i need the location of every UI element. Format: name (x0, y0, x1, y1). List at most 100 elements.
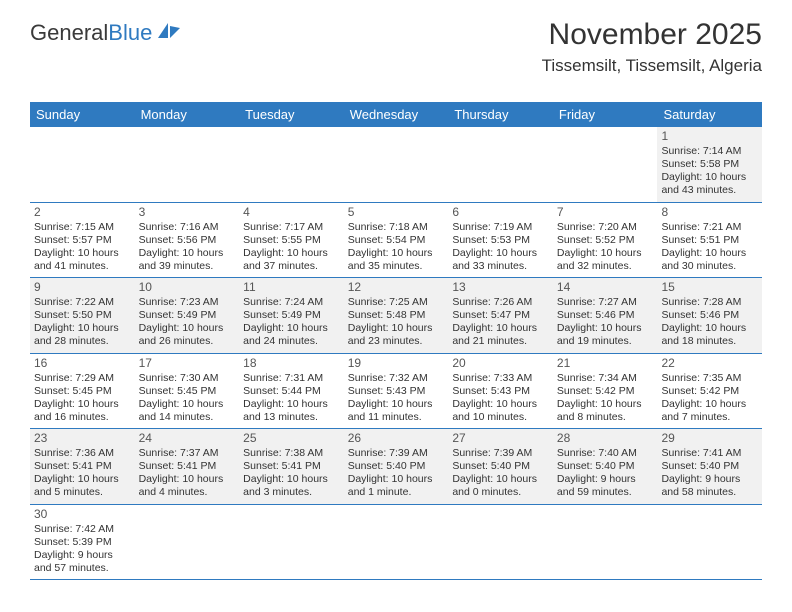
logo-text-general: General (30, 20, 108, 46)
week-row: 30Sunrise: 7:42 AMSunset: 5:39 PMDayligh… (30, 505, 762, 581)
sunrise-text: Sunrise: 7:27 AM (557, 296, 654, 309)
sunrise-text: Sunrise: 7:38 AM (243, 447, 340, 460)
day-number: 21 (557, 356, 654, 371)
sunset-text: Sunset: 5:41 PM (139, 460, 236, 473)
week-row: 16Sunrise: 7:29 AMSunset: 5:45 PMDayligh… (30, 354, 762, 430)
sunrise-text: Sunrise: 7:25 AM (348, 296, 445, 309)
daylight-text: Daylight: 10 hours and 16 minutes. (34, 398, 131, 424)
sunset-text: Sunset: 5:49 PM (243, 309, 340, 322)
day-number: 10 (139, 280, 236, 295)
logo: GeneralBlue (30, 20, 182, 46)
sunset-text: Sunset: 5:42 PM (661, 385, 758, 398)
day-number: 20 (452, 356, 549, 371)
sunrise-text: Sunrise: 7:23 AM (139, 296, 236, 309)
day-number: 14 (557, 280, 654, 295)
daylight-text: Daylight: 10 hours and 18 minutes. (661, 322, 758, 348)
sunset-text: Sunset: 5:48 PM (348, 309, 445, 322)
month-title: November 2025 (542, 18, 762, 52)
daylight-text: Daylight: 10 hours and 0 minutes. (452, 473, 549, 499)
day-number: 11 (243, 280, 340, 295)
week-row: 2Sunrise: 7:15 AMSunset: 5:57 PMDaylight… (30, 203, 762, 279)
day-number: 16 (34, 356, 131, 371)
day-number: 9 (34, 280, 131, 295)
day-cell (135, 127, 240, 202)
weekday-tuesday: Tuesday (239, 102, 344, 127)
weekday-monday: Monday (135, 102, 240, 127)
day-cell: 11Sunrise: 7:24 AMSunset: 5:49 PMDayligh… (239, 278, 344, 353)
sunset-text: Sunset: 5:57 PM (34, 234, 131, 247)
day-cell (239, 505, 344, 580)
day-number: 18 (243, 356, 340, 371)
day-cell: 15Sunrise: 7:28 AMSunset: 5:46 PMDayligh… (657, 278, 762, 353)
day-cell: 19Sunrise: 7:32 AMSunset: 5:43 PMDayligh… (344, 354, 449, 429)
daylight-text: Daylight: 10 hours and 35 minutes. (348, 247, 445, 273)
day-cell: 4Sunrise: 7:17 AMSunset: 5:55 PMDaylight… (239, 203, 344, 278)
sunrise-text: Sunrise: 7:24 AM (243, 296, 340, 309)
day-number: 29 (661, 431, 758, 446)
day-number: 23 (34, 431, 131, 446)
sunset-text: Sunset: 5:50 PM (34, 309, 131, 322)
daylight-text: Daylight: 10 hours and 23 minutes. (348, 322, 445, 348)
sunset-text: Sunset: 5:55 PM (243, 234, 340, 247)
daylight-text: Daylight: 10 hours and 13 minutes. (243, 398, 340, 424)
day-cell: 20Sunrise: 7:33 AMSunset: 5:43 PMDayligh… (448, 354, 553, 429)
sunrise-text: Sunrise: 7:36 AM (34, 447, 131, 460)
day-number: 27 (452, 431, 549, 446)
day-cell: 2Sunrise: 7:15 AMSunset: 5:57 PMDaylight… (30, 203, 135, 278)
day-cell: 28Sunrise: 7:40 AMSunset: 5:40 PMDayligh… (553, 429, 658, 504)
sunset-text: Sunset: 5:52 PM (557, 234, 654, 247)
daylight-text: Daylight: 10 hours and 5 minutes. (34, 473, 131, 499)
daylight-text: Daylight: 10 hours and 10 minutes. (452, 398, 549, 424)
day-cell: 10Sunrise: 7:23 AMSunset: 5:49 PMDayligh… (135, 278, 240, 353)
day-cell (448, 505, 553, 580)
day-cell (135, 505, 240, 580)
daylight-text: Daylight: 10 hours and 28 minutes. (34, 322, 131, 348)
sunset-text: Sunset: 5:49 PM (139, 309, 236, 322)
daylight-text: Daylight: 10 hours and 3 minutes. (243, 473, 340, 499)
day-cell (448, 127, 553, 202)
weekday-header-row: SundayMondayTuesdayWednesdayThursdayFrid… (30, 102, 762, 127)
day-number: 8 (661, 205, 758, 220)
daylight-text: Daylight: 10 hours and 11 minutes. (348, 398, 445, 424)
sunrise-text: Sunrise: 7:28 AM (661, 296, 758, 309)
sunset-text: Sunset: 5:45 PM (34, 385, 131, 398)
sunset-text: Sunset: 5:46 PM (557, 309, 654, 322)
day-number: 5 (348, 205, 445, 220)
day-number: 19 (348, 356, 445, 371)
day-number: 1 (661, 129, 758, 144)
day-cell: 1Sunrise: 7:14 AMSunset: 5:58 PMDaylight… (657, 127, 762, 202)
day-cell: 21Sunrise: 7:34 AMSunset: 5:42 PMDayligh… (553, 354, 658, 429)
daylight-text: Daylight: 10 hours and 32 minutes. (557, 247, 654, 273)
sunrise-text: Sunrise: 7:30 AM (139, 372, 236, 385)
daylight-text: Daylight: 10 hours and 14 minutes. (139, 398, 236, 424)
sunrise-text: Sunrise: 7:19 AM (452, 221, 549, 234)
day-cell (553, 127, 658, 202)
day-cell (30, 127, 135, 202)
sunrise-text: Sunrise: 7:17 AM (243, 221, 340, 234)
daylight-text: Daylight: 9 hours and 57 minutes. (34, 549, 131, 575)
day-cell (344, 505, 449, 580)
daylight-text: Daylight: 10 hours and 1 minute. (348, 473, 445, 499)
sunset-text: Sunset: 5:40 PM (557, 460, 654, 473)
day-cell: 3Sunrise: 7:16 AMSunset: 5:56 PMDaylight… (135, 203, 240, 278)
sunrise-text: Sunrise: 7:42 AM (34, 523, 131, 536)
day-cell (239, 127, 344, 202)
logo-sail-icon (156, 20, 182, 46)
day-cell: 22Sunrise: 7:35 AMSunset: 5:42 PMDayligh… (657, 354, 762, 429)
week-row: 9Sunrise: 7:22 AMSunset: 5:50 PMDaylight… (30, 278, 762, 354)
day-cell: 14Sunrise: 7:27 AMSunset: 5:46 PMDayligh… (553, 278, 658, 353)
sunset-text: Sunset: 5:53 PM (452, 234, 549, 247)
week-row: 23Sunrise: 7:36 AMSunset: 5:41 PMDayligh… (30, 429, 762, 505)
sunrise-text: Sunrise: 7:39 AM (452, 447, 549, 460)
weekday-thursday: Thursday (448, 102, 553, 127)
sunset-text: Sunset: 5:44 PM (243, 385, 340, 398)
sunset-text: Sunset: 5:47 PM (452, 309, 549, 322)
sunrise-text: Sunrise: 7:40 AM (557, 447, 654, 460)
sunset-text: Sunset: 5:41 PM (243, 460, 340, 473)
sunset-text: Sunset: 5:42 PM (557, 385, 654, 398)
day-number: 26 (348, 431, 445, 446)
day-number: 6 (452, 205, 549, 220)
weekday-wednesday: Wednesday (344, 102, 449, 127)
daylight-text: Daylight: 10 hours and 4 minutes. (139, 473, 236, 499)
sunrise-text: Sunrise: 7:14 AM (661, 145, 758, 158)
